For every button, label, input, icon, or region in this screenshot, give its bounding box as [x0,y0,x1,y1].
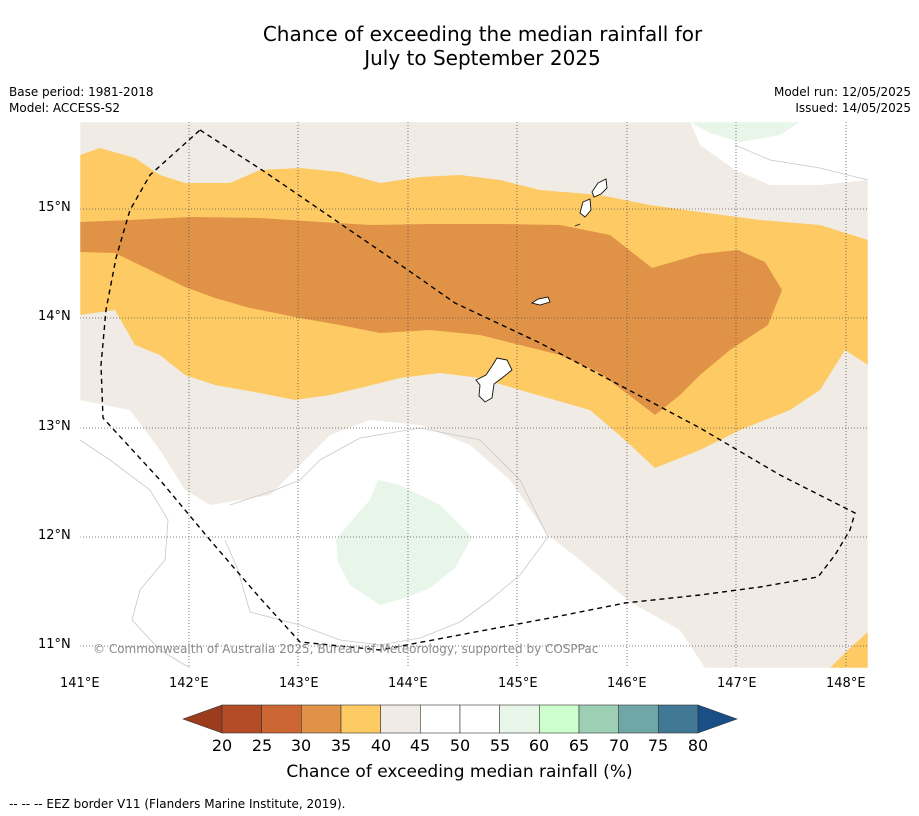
colorbar-swatch-20-25 [221,704,263,734]
base-period: Base period: 1981-2018 [9,85,154,99]
lon-label-141: 141°E [60,676,100,691]
region-55-60-north [690,122,800,142]
colorbar-swatch-55-60 [499,704,540,734]
colorbar [182,704,738,734]
colorbar-swatch-45-50 [419,704,461,734]
colorbar-swatch-25-30 [261,704,302,734]
region-55-60-south [336,480,472,605]
colorbar-swatch-35-40 [340,704,382,734]
lat-label-13: 13°N [38,419,71,434]
contour-line [79,439,191,669]
island-guam [475,357,513,403]
colorbar-tick-30: 30 [290,736,312,755]
colorbar-arrow-high [697,704,738,734]
colorbar-tick-80: 80 [687,736,709,755]
island-tinian [579,198,592,218]
lon-label-147: 147°E [717,676,757,691]
island-rota [530,296,551,306]
region-30-35 [80,217,782,415]
map-title-line1: Chance of exceeding the median rainfall … [262,22,703,46]
map-frame [79,121,869,669]
issued-date: Issued: 14/05/2025 [795,101,911,115]
eez-border [100,129,856,651]
lon-label-148: 148°E [826,676,866,691]
colorbar-tick-50: 50 [449,736,471,755]
lon-label-145: 145°E [498,676,538,691]
colorbar-swatch-40-45 [380,704,421,734]
contour-line [224,427,549,646]
region-35-40-corner [830,632,868,668]
colorbar-arrow-low [182,704,223,734]
model-run: Model run: 12/05/2025 [773,85,911,99]
map-title-line2: July to September 2025 [364,46,601,70]
model-name: Model: ACCESS-S2 [9,101,121,115]
island-saipan [591,178,608,198]
eez-footnote: -- -- -- EEZ border V11 (Flanders Marine… [9,797,346,811]
lon-label-146: 146°E [607,676,647,691]
colorbar-tick-55: 55 [489,736,511,755]
colorbar-swatch-65-70 [578,704,620,734]
colorbar-swatch-60-65 [538,704,580,734]
colorbar-tick-75: 75 [647,736,669,755]
lon-label-142: 142°E [169,676,209,691]
lat-label-12: 12°N [38,528,71,543]
lon-label-144: 144°E [388,676,428,691]
colorbar-swatch-75-80 [657,704,699,734]
island-aguijan [574,223,581,227]
colorbar-swatch-30-35 [300,704,342,734]
lat-label-15: 15°N [38,200,71,215]
lat-label-14: 14°N [38,309,71,324]
lat-label-11: 11°N [38,637,71,652]
colorbar-tick-40: 40 [370,736,392,755]
contour-line [734,144,869,181]
lon-label-143: 143°E [279,676,319,691]
copyright-notice: © Commonwealth of Australia 2025, Bureau… [93,642,599,656]
colorbar-swatch-50-55 [459,704,501,734]
colorbar-tick-60: 60 [528,736,550,755]
colorbar-tick-70: 70 [608,736,630,755]
colorbar-tick-35: 35 [330,736,352,755]
colorbar-tick-65: 65 [568,736,590,755]
colorbar-tick-25: 25 [251,736,273,755]
colorbar-tick-45: 45 [409,736,431,755]
colorbar-tick-20: 20 [211,736,233,755]
colorbar-label: Chance of exceeding median rainfall (%) [286,762,633,782]
colorbar-swatch-70-75 [618,704,659,734]
